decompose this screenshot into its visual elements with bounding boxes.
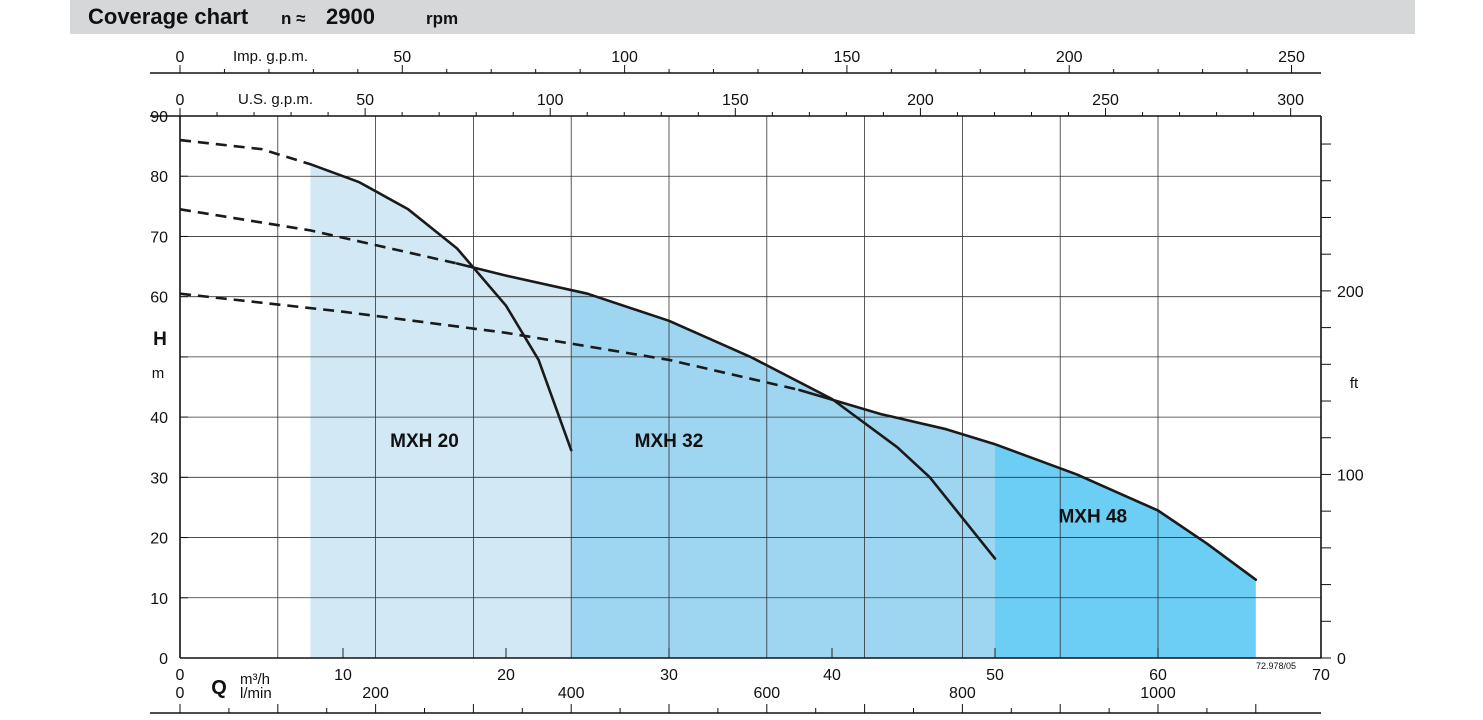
coverage-fills bbox=[310, 164, 1256, 658]
imp-tick-label-50: 50 bbox=[393, 49, 411, 66]
y-tick-label-40: 40 bbox=[150, 410, 168, 427]
y-tick-label-70: 70 bbox=[150, 229, 168, 246]
m3h-tick-label-60: 60 bbox=[1149, 667, 1167, 684]
imp-tick-label-200: 200 bbox=[1056, 49, 1083, 66]
y-tick-label-90: 90 bbox=[150, 109, 168, 126]
speed-prefix: n ≈ bbox=[281, 9, 306, 28]
imp-tick-label-150: 150 bbox=[834, 49, 861, 66]
dashed-curve-mxh-32 bbox=[179, 208, 458, 265]
imp-tick-label-100: 100 bbox=[611, 49, 638, 66]
chart-axes: 0 10 20 30 40 60 70 80 90 0 100 200 0 10 20 30 40 50 60 70 0… bbox=[150, 49, 1364, 714]
reference-code: 72.978/05 bbox=[1256, 661, 1296, 671]
us-tick-label-200: 200 bbox=[907, 92, 934, 109]
pump-curves bbox=[179, 138, 1258, 581]
ft-tick-label-200: 200 bbox=[1337, 284, 1364, 301]
m3h-tick-label-70: 70 bbox=[1312, 667, 1330, 684]
lmin-tick-label-600: 600 bbox=[753, 685, 780, 702]
y-tick-label-60: 60 bbox=[150, 290, 168, 307]
lmin-tick-label-400: 400 bbox=[558, 685, 585, 702]
series-label-mxh-20: MXH 20 bbox=[390, 431, 459, 452]
us-tick-label-100: 100 bbox=[537, 92, 564, 109]
m3h-tick-label-50: 50 bbox=[986, 667, 1004, 684]
y-axis-symbol: H bbox=[153, 329, 167, 350]
y-axis-unit: m bbox=[152, 365, 165, 382]
curve-mxh-32 bbox=[455, 262, 997, 560]
x-axis-q-symbol: Q bbox=[211, 677, 227, 699]
us-tick-label-300: 300 bbox=[1277, 92, 1304, 109]
m3h-tick-label-40: 40 bbox=[823, 667, 841, 684]
series-label-mxh-32: MXH 32 bbox=[635, 431, 704, 452]
x-axis-m3h-unit: m³/h bbox=[240, 671, 270, 688]
m3h-tick-label-30: 30 bbox=[660, 667, 678, 684]
fill-mxh-32 bbox=[571, 290, 995, 658]
us-tick-label-50: 50 bbox=[356, 92, 374, 109]
y-tick-label-10: 10 bbox=[150, 591, 168, 608]
lmin-tick-label-0: 0 bbox=[176, 685, 185, 702]
y-axis-right-unit: ft bbox=[1350, 375, 1359, 392]
y-tick-label-20: 20 bbox=[150, 531, 168, 548]
lmin-tick-label-1000: 1000 bbox=[1140, 685, 1176, 702]
chart-title: Coverage chart bbox=[88, 4, 249, 29]
lmin-tick-label-200: 200 bbox=[362, 685, 389, 702]
m3h-tick-label-20: 20 bbox=[497, 667, 515, 684]
y-tick-label-0: 0 bbox=[159, 651, 168, 668]
speed-value: 2900 bbox=[326, 4, 375, 29]
us-gpm-unit: U.S. g.p.m. bbox=[238, 91, 313, 108]
y-tick-label-30: 30 bbox=[150, 470, 168, 487]
chart-title-bar: Coverage chart n ≈ 2900 rpm bbox=[70, 0, 1415, 34]
us-tick-label-150: 150 bbox=[722, 92, 749, 109]
m3h-tick-label-10: 10 bbox=[334, 667, 352, 684]
x-axis-lmin-unit: l/min bbox=[240, 685, 272, 702]
y-tick-label-80: 80 bbox=[150, 169, 168, 186]
us-tick-label-0: 0 bbox=[176, 92, 185, 109]
curve-mxh-20 bbox=[309, 162, 573, 452]
curve-mxh-48 bbox=[798, 388, 1258, 581]
us-tick-label-250: 250 bbox=[1092, 92, 1119, 109]
imp-tick-label-250: 250 bbox=[1278, 49, 1305, 66]
dashed-curve-mxh-48 bbox=[179, 292, 800, 392]
imp-gpm-unit: Imp. g.p.m. bbox=[233, 48, 308, 65]
imp-tick-label-0: 0 bbox=[176, 49, 185, 66]
chart-labels: H m ft Q m³/h l/min Imp. g.p.m. U.S. g.p… bbox=[152, 48, 1359, 702]
ft-tick-label-100: 100 bbox=[1337, 467, 1364, 484]
speed-unit: rpm bbox=[426, 9, 459, 28]
chart-grid bbox=[180, 115, 1321, 658]
lmin-tick-label-800: 800 bbox=[949, 685, 976, 702]
series-label-mxh-48: MXH 48 bbox=[1058, 507, 1127, 528]
ft-tick-label-0: 0 bbox=[1337, 651, 1346, 668]
dashed-curve-mxh-20 bbox=[179, 138, 311, 166]
m3h-tick-label-0: 0 bbox=[176, 667, 185, 684]
